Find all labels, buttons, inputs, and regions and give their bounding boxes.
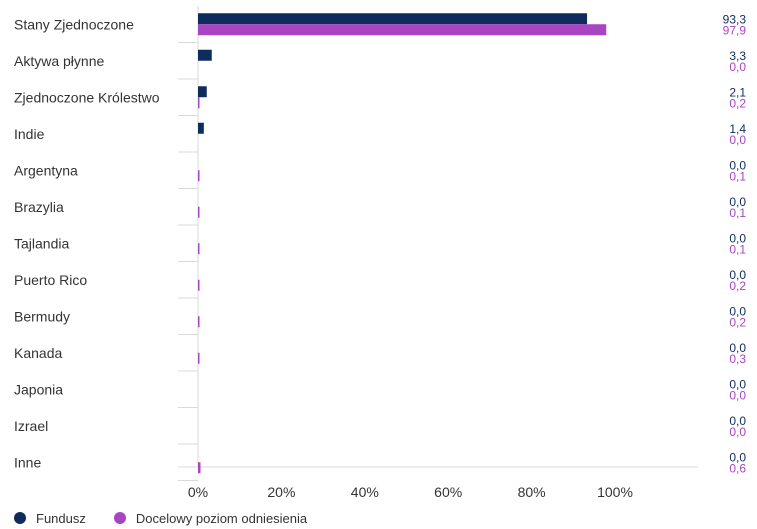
category-label: Zjednoczone Królestwo (14, 89, 160, 105)
category-label: Bermudy (14, 308, 70, 324)
value-label-fundusz: 0,0 (729, 377, 746, 391)
value-label-fundusz: 0,0 (729, 231, 746, 245)
value-label-benchmark: 0,2 (729, 315, 746, 329)
value-label-benchmark: 97,9 (723, 23, 747, 37)
value-label-benchmark: 0,0 (729, 388, 746, 402)
bar-fundusz (198, 49, 212, 61)
value-label-benchmark: 0,1 (729, 169, 746, 183)
value-label-fundusz: 0,0 (729, 450, 746, 464)
bar-chart: Stany Zjednoczone 93,397,9 Aktywa płynne 3,… (14, 6, 747, 500)
legend-swatch-fundusz (14, 512, 26, 524)
bar-benchmark (198, 352, 200, 364)
bar-benchmark (198, 24, 607, 36)
value-label-fundusz: 0,0 (729, 195, 746, 209)
value-label-benchmark: 0,2 (729, 96, 746, 110)
value-label-benchmark: 0,6 (729, 461, 746, 475)
value-label-fundusz: 0,0 (729, 414, 746, 428)
value-label-benchmark: 0,1 (729, 242, 746, 256)
bar-benchmark (198, 462, 201, 474)
bar-fundusz (198, 13, 588, 25)
value-label-benchmark: 0,0 (729, 425, 746, 439)
x-tick-label: 80% (518, 484, 546, 500)
category-label: Aktywa płynne (14, 53, 104, 69)
x-tick-label: 0% (188, 484, 208, 500)
x-tick-label: 20% (267, 484, 295, 500)
category-label: Indie (14, 126, 45, 142)
value-label-benchmark: 0,1 (729, 206, 746, 220)
bar-benchmark (198, 97, 200, 109)
bar-benchmark (198, 170, 200, 182)
legend-item-benchmark: Docelowy poziom odniesienia (113, 510, 308, 526)
x-tick-label: 40% (351, 484, 379, 500)
value-label-fundusz: 0,0 (729, 304, 746, 318)
value-label-fundusz: 0,0 (729, 341, 746, 355)
category-label: Stany Zjednoczone (14, 16, 134, 32)
category-label: Argentyna (14, 162, 78, 178)
category-label: Brazylia (14, 199, 64, 215)
legend-swatch-benchmark (113, 512, 126, 524)
bar-benchmark (198, 279, 200, 291)
category-label: Inne (14, 454, 41, 470)
bar-benchmark (198, 316, 200, 328)
value-label-benchmark: 0,2 (729, 279, 746, 293)
value-label-benchmark: 0,0 (729, 133, 746, 147)
bar-fundusz (198, 86, 207, 98)
x-tick-label: 60% (434, 484, 462, 500)
legend-item-fundusz: Fundusz (14, 511, 86, 526)
value-label-benchmark: 0,0 (729, 60, 746, 74)
value-label-fundusz: 0,0 (729, 268, 746, 282)
value-label-fundusz: 0,0 (729, 158, 746, 172)
category-label: Izrael (14, 418, 48, 434)
value-label-benchmark: 0,3 (729, 352, 746, 366)
legend-label-benchmark: Docelowy poziom odniesienia (135, 510, 308, 526)
value-label-fundusz: 2,1 (729, 85, 746, 99)
category-label: Puerto Rico (14, 272, 87, 288)
category-label: Japonia (14, 381, 63, 397)
category-label: Tajlandia (14, 235, 69, 251)
bar-fundusz (198, 122, 204, 134)
bar-benchmark (198, 206, 200, 218)
value-label-fundusz: 93,3 (723, 12, 747, 26)
value-label-fundusz: 1,4 (729, 122, 746, 136)
x-tick-label: 100% (597, 484, 633, 500)
value-label-fundusz: 3,3 (729, 49, 746, 63)
legend: Fundusz Docelowy poziom odniesienia (14, 509, 335, 527)
bar-benchmark (198, 243, 200, 255)
category-label: Kanada (14, 345, 62, 361)
legend-label-fundusz: Fundusz (36, 510, 86, 526)
